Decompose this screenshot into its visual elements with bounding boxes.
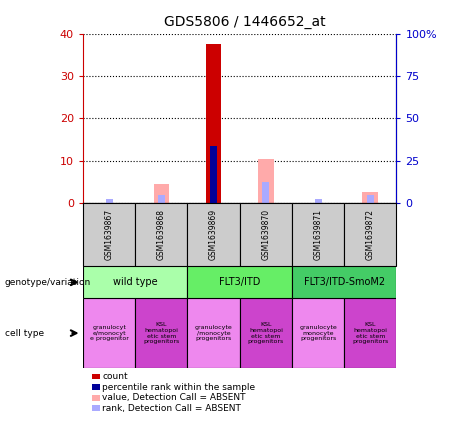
Text: granulocyte
/monocyte
progenitors: granulocyte /monocyte progenitors	[195, 325, 232, 341]
Bar	[240, 203, 292, 266]
Text: value, Detection Call = ABSENT: value, Detection Call = ABSENT	[102, 393, 246, 402]
Bar	[188, 203, 240, 266]
Text: percentile rank within the sample: percentile rank within the sample	[102, 382, 255, 392]
Text: wild type: wild type	[113, 277, 158, 287]
Bar	[83, 266, 188, 298]
Bar	[83, 203, 135, 266]
Text: KSL
hematopoi
etic stem
progenitors: KSL hematopoi etic stem progenitors	[143, 322, 179, 344]
Bar	[258, 159, 274, 203]
Bar	[83, 298, 135, 368]
Text: FLT3/ITD-SmoM2: FLT3/ITD-SmoM2	[304, 277, 385, 287]
Bar	[344, 203, 396, 266]
Bar	[135, 298, 188, 368]
Text: KSL
hematopoi
etic stem
progenitors: KSL hematopoi etic stem progenitors	[352, 322, 389, 344]
Text: GSM1639870: GSM1639870	[261, 209, 270, 260]
Text: FLT3/ITD: FLT3/ITD	[219, 277, 260, 287]
Bar	[262, 182, 269, 203]
Bar	[188, 266, 292, 298]
Bar	[292, 298, 344, 368]
Text: GSM1639871: GSM1639871	[313, 209, 323, 260]
Bar	[362, 192, 378, 203]
Text: GSM1639868: GSM1639868	[157, 209, 166, 260]
Bar	[292, 203, 344, 266]
Text: rank, Detection Call = ABSENT: rank, Detection Call = ABSENT	[102, 404, 241, 413]
Bar	[158, 195, 165, 203]
Text: cell type: cell type	[5, 329, 44, 338]
Bar	[106, 199, 112, 203]
Bar	[240, 298, 292, 368]
Bar	[314, 199, 322, 203]
Text: genotype/variation: genotype/variation	[5, 278, 91, 287]
Bar	[135, 203, 188, 266]
Text: granulocyt
e/monocyt
e progenitor: granulocyt e/monocyt e progenitor	[90, 325, 129, 341]
Text: GDS5806 / 1446652_at: GDS5806 / 1446652_at	[164, 15, 325, 29]
Bar	[206, 44, 221, 203]
Text: GSM1639867: GSM1639867	[105, 209, 113, 260]
Text: count: count	[102, 372, 128, 381]
Text: KSL
hematopoi
etic stem
progenitors: KSL hematopoi etic stem progenitors	[248, 322, 284, 344]
Bar	[188, 298, 240, 368]
Bar	[344, 298, 396, 368]
Bar	[367, 195, 374, 203]
Bar	[210, 146, 217, 203]
Text: GSM1639869: GSM1639869	[209, 209, 218, 260]
Text: GSM1639872: GSM1639872	[366, 209, 375, 260]
Bar	[292, 266, 396, 298]
Text: granulocyte
monocyte
progenitors: granulocyte monocyte progenitors	[299, 325, 337, 341]
Bar	[154, 184, 169, 203]
